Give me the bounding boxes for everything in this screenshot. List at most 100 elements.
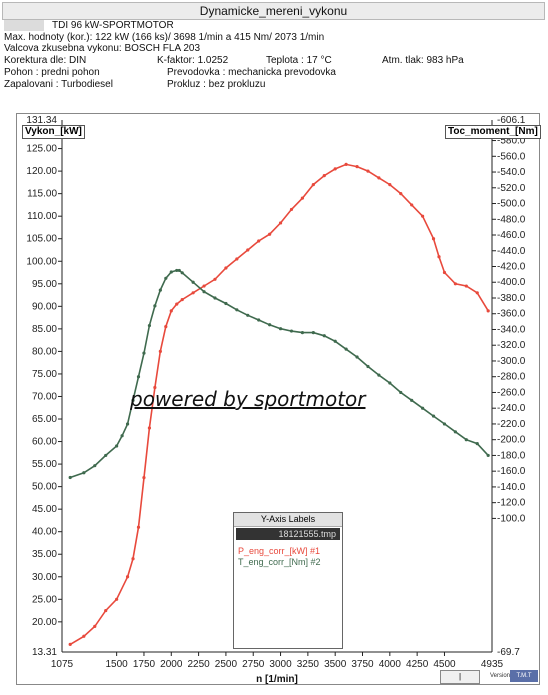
power-data-point [202,284,206,288]
right-tick-label: -540.0 [497,167,526,178]
x-tick-label: 3250 [297,659,320,670]
torque-data-point [300,331,305,335]
x-tick-label: 3750 [351,659,374,670]
power-data-point [115,597,119,601]
torque-data-point [311,331,315,335]
torque-data-point [93,464,97,468]
power-data-point [169,309,173,313]
power-data-point [257,239,261,243]
legend-file: 18121555.tmp [236,528,340,540]
right-tick-label: -440.0 [497,246,526,257]
x-tick-label: 4250 [406,659,429,670]
left-tick-label: 125.00 [26,144,57,155]
k-factor: K-faktor: 1.0252 [157,55,229,66]
x-tick-label: 1750 [133,659,156,670]
y-axis-legend[interactable]: Y-Axis Labels 18121555.tmp P_eng_corr_[k… [233,512,343,649]
torque-data-point [180,271,184,275]
torque-data-point [268,323,272,327]
left-tick-label: 30.00 [32,572,57,583]
power-data-point [300,196,305,200]
scroll-box[interactable]: | [440,670,480,684]
right-axis-label: Toc_moment_[Nm] [445,125,541,139]
right-tick-label: -360.0 [497,309,526,320]
legend-header: Y-Axis Labels [234,513,342,527]
torque-data-point [120,434,124,438]
left-tick-label: 65.00 [32,414,57,425]
power-data-point [125,575,130,579]
dyno-name: Valcova zkusebna vykonu: BOSCH FLA 203 [4,43,201,54]
x-tick-label: 2750 [242,659,265,670]
right-tick-label: -380.0 [497,293,526,304]
right-tick-label: -200.0 [497,435,526,446]
torque-data-point [147,323,152,328]
power-data-point [180,297,184,302]
legend-torque-entry[interactable]: T_eng_corr_[Nm] #2 [238,557,321,567]
right-tick-label: -340.0 [497,324,526,335]
torque-data-point [213,296,217,300]
power-data-point [268,232,272,236]
torque-data-point [344,347,348,351]
max-values: Max. hodnoty (kor.): 122 kW (166 ks)/ 36… [4,32,325,43]
power-data-point [278,221,283,225]
slip: Prokluz : bez prokluzu [167,79,266,90]
power-data-point [377,176,381,180]
left-tick-label: 80.00 [32,346,57,357]
left-tick-label: 85.00 [32,324,57,335]
torque-data-point [115,444,119,448]
torque-data-point [322,334,326,338]
right-tick-label-bottom: -69.7 [497,647,520,658]
right-tick-label: -580.0 [497,136,526,147]
power-data-point [333,167,337,171]
left-tick-label: 90.00 [32,301,57,312]
torque-data-point [421,406,425,410]
torque-data-point [431,414,436,418]
torque-data-point [131,398,135,402]
x-tick-label-left: 1075 [51,659,74,670]
correction: Korektura dle: DIN [4,55,87,66]
torque-data-point [153,304,157,308]
torque-data-point [278,327,283,331]
car-name-row: TDI 96 kW-SPORTMOTOR [4,20,174,31]
torque-data-point [202,290,206,294]
left-tick-label: 120.00 [26,166,57,177]
left-tick-label-top: 131.34 [26,115,57,126]
x-tick-label-right: 4935 [481,659,504,670]
power-data-point [344,162,348,166]
power-data-point [175,302,179,306]
power-data-point [104,608,108,613]
left-tick-label: 40.00 [32,527,57,538]
legend-power-entry[interactable]: P_eng_corr_[kW] #1 [238,546,321,556]
right-tick-label: -260.0 [497,387,526,398]
x-tick-label: 2250 [187,659,210,670]
x-tick-label: 4500 [433,659,456,670]
torque-data-point [410,398,414,402]
right-tick-label: -240.0 [497,403,526,414]
x-tick-label: 1500 [106,659,129,670]
left-tick-label: 115.00 [27,189,57,200]
right-tick-label: -420.0 [497,262,526,273]
left-tick-label: 25.00 [32,594,57,605]
power-data-point [164,325,168,329]
power-data-point [131,557,135,561]
left-tick-label: 35.00 [32,549,57,560]
power-data-point [246,248,250,252]
left-tick-label-bottom: 13.31 [32,647,57,658]
torque-data-point [453,430,457,434]
power-data-point [475,291,479,295]
ignition: Zapalovani : Turbodiesel [4,79,113,90]
right-tick-label: -180.0 [497,450,526,461]
right-tick-label: -500.0 [497,199,526,210]
power-data-point [431,237,436,241]
power-data-point [147,426,152,430]
torque-data-point [191,280,195,284]
power-data-point [437,255,441,259]
power-data-point [289,207,294,212]
window-title: Dynamicke_mereni_vykonu [2,2,545,20]
power-data-point [442,270,447,275]
torque-data-point [388,381,392,385]
torque-data-point [464,438,468,442]
left-tick-label: 60.00 [32,437,57,448]
x-tick-label: 3000 [269,659,292,670]
left-tick-label: 55.00 [32,459,57,470]
